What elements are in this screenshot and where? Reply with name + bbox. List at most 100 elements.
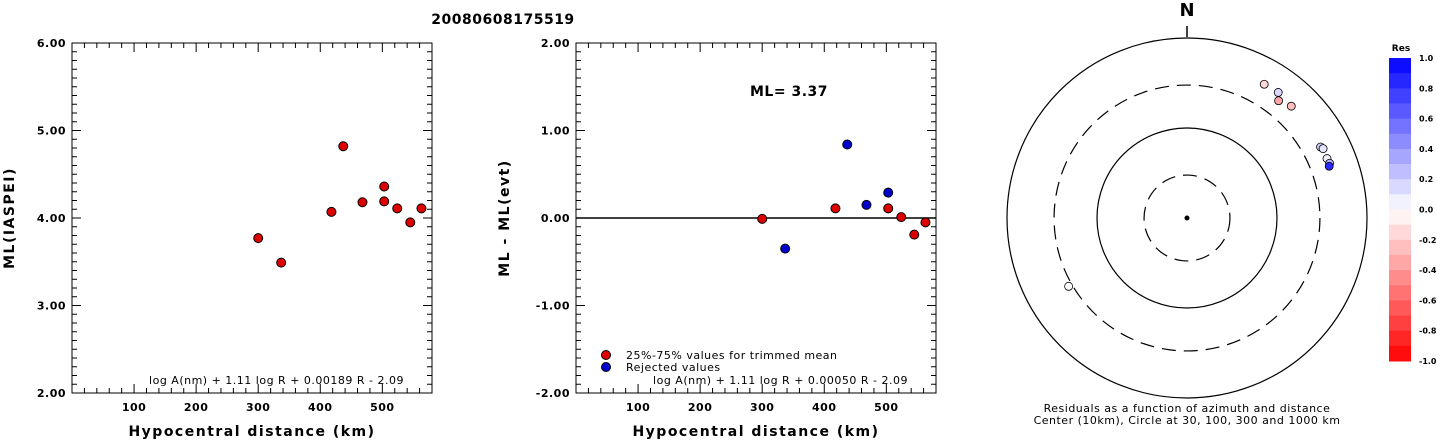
azimuth-distance-plot: N Residuals as a function of azimuth and… — [1006, 0, 1368, 427]
magnitude-formula: log A(nm) + 1.11 log R + 0.00050 R - 2.0… — [653, 374, 908, 387]
data-points — [253, 141, 427, 268]
colorbar-cell — [1389, 194, 1411, 210]
y-tick-label: 6.00 — [37, 37, 66, 50]
x-tick-label: 300 — [246, 401, 270, 414]
colorbar-cell — [1389, 345, 1411, 362]
y-tick-label: 1.00 — [541, 125, 570, 138]
x-tick-label: 100 — [122, 401, 146, 414]
station-point — [1259, 79, 1269, 89]
colorbar-cell — [1389, 103, 1411, 120]
data-point-rejected — [780, 243, 791, 254]
caption-line-2: Center (10km), Circle at 30, 100, 300 an… — [1034, 414, 1341, 427]
data-point-trimmed — [326, 206, 337, 217]
x-tick-label: 200 — [184, 401, 208, 414]
colorbar-cell — [1389, 315, 1411, 332]
axis-ticks — [72, 43, 432, 393]
colorbar-tick-labels: 1.0 0.8 0.6 0.4 0.2 0.0 -0.2 -0.4 -0.6 -0.8 -1.0 — [1419, 54, 1437, 366]
data-point-trimmed — [830, 203, 841, 214]
colorbar-cell — [1389, 164, 1411, 180]
data-point-trimmed — [883, 203, 894, 214]
data-point-trimmed — [416, 203, 427, 214]
colorbar-cell — [1389, 118, 1411, 135]
colorbar-cell — [1389, 254, 1411, 271]
y-tick-label: 5.00 — [37, 125, 66, 138]
colorbar-cell — [1389, 239, 1411, 256]
colorbar-title: Res — [1392, 44, 1410, 54]
station-point — [1064, 281, 1074, 291]
data-points — [757, 139, 931, 254]
station-point — [1286, 101, 1296, 111]
data-point-trimmed — [379, 196, 390, 207]
ring-1000km — [1006, 37, 1368, 399]
caption-line-1: Residuals as a function of azimuth and d… — [1044, 402, 1331, 415]
x-tick-label: 300 — [750, 401, 774, 414]
x-tick-label: 200 — [688, 401, 712, 414]
data-point-trimmed — [896, 212, 907, 223]
data-point-rejected — [883, 187, 894, 198]
ring-30km — [1143, 174, 1231, 262]
colorbar-cell — [1389, 285, 1411, 301]
colorbar-tick-label: -1.0 — [1419, 357, 1437, 366]
data-point-trimmed — [276, 257, 287, 268]
x-tick-labels: 100 200 300 400 500 — [122, 401, 394, 414]
y-tick-label: 0.00 — [541, 212, 570, 225]
y-tick-label: -1.00 — [536, 300, 570, 313]
data-point-trimmed — [392, 203, 403, 214]
colorbar-cell — [1389, 73, 1411, 89]
ring-300km — [1053, 84, 1321, 352]
center-marker — [1184, 215, 1190, 221]
colorbar-tick-label: 0.6 — [1419, 115, 1434, 124]
colorbar-cell — [1389, 209, 1411, 226]
x-tick-labels: 100 200 300 400 500 — [626, 401, 898, 414]
station-point — [1318, 144, 1328, 154]
colorbar-cell — [1389, 88, 1411, 104]
data-point-trimmed — [379, 181, 390, 192]
ml-residual-plot: 100 200 300 400 500 -2.00 -1.00 0.00 1.00 2.00 H… — [497, 37, 937, 440]
data-point-trimmed — [909, 229, 920, 240]
colorbar-tick-label: 0.2 — [1419, 175, 1433, 184]
x-axis-label: Hypocentral distance (km) — [128, 424, 375, 440]
colorbar-tick-label: -0.6 — [1419, 296, 1437, 305]
station-point — [1273, 88, 1283, 97]
colorbar-tick-label: 0.4 — [1419, 145, 1434, 154]
colorbar-tick-label: 0.8 — [1419, 84, 1434, 93]
ring-100km — [1096, 127, 1278, 309]
data-point-trimmed — [338, 141, 349, 152]
colorbar-cell — [1389, 224, 1411, 241]
data-point-trimmed — [757, 213, 768, 224]
legend-marker-rejected — [601, 362, 611, 372]
data-point-trimmed — [920, 217, 931, 228]
magnitude-formula: log A(nm) + 1.11 log R + 0.00189 R - 2.0… — [149, 374, 404, 387]
ml-vs-distance-plot: 100 200 300 400 500 2.00 3.00 4.00 5.00 6.00 Hyp… — [2, 37, 433, 440]
y-tick-labels: -2.00 -1.00 0.00 1.00 2.00 — [536, 37, 570, 400]
x-tick-label: 400 — [308, 401, 332, 414]
colorbar-cell — [1389, 58, 1411, 74]
y-tick-label: 2.00 — [37, 387, 66, 400]
colorbar-cell — [1389, 330, 1411, 347]
colorbar-tick-label: -0.4 — [1419, 266, 1437, 275]
colorbar-tick-label: -0.2 — [1419, 236, 1437, 245]
x-tick-label: 400 — [812, 401, 836, 414]
x-tick-label: 500 — [874, 401, 898, 414]
x-tick-label: 500 — [370, 401, 394, 414]
y-tick-label: 2.00 — [541, 37, 570, 50]
colorbar-cells — [1389, 58, 1411, 362]
colorbar-cell — [1389, 179, 1411, 195]
station-points — [1064, 79, 1335, 291]
x-axis-label: Hypocentral distance (km) — [632, 424, 879, 440]
legend-marker-trimmed — [601, 350, 611, 360]
colorbar-cell — [1389, 133, 1411, 150]
y-axis-label: ML(IASPEI) — [2, 167, 18, 269]
data-point-trimmed — [405, 217, 416, 228]
data-point-rejected — [842, 139, 853, 150]
station-point — [1274, 96, 1284, 106]
y-tick-label: 3.00 — [37, 300, 66, 313]
station-point — [1324, 161, 1334, 171]
y-axis-label: ML - ML(evt) — [497, 159, 513, 276]
figure-title: 20080608175519 — [431, 12, 574, 28]
colorbar-tick-label: -0.8 — [1419, 327, 1437, 336]
colorbar-tick-label: 1.0 — [1419, 54, 1434, 63]
legend: 25%-75% values for trimmed mean Rejected… — [601, 349, 837, 374]
data-point-trimmed — [357, 197, 368, 208]
